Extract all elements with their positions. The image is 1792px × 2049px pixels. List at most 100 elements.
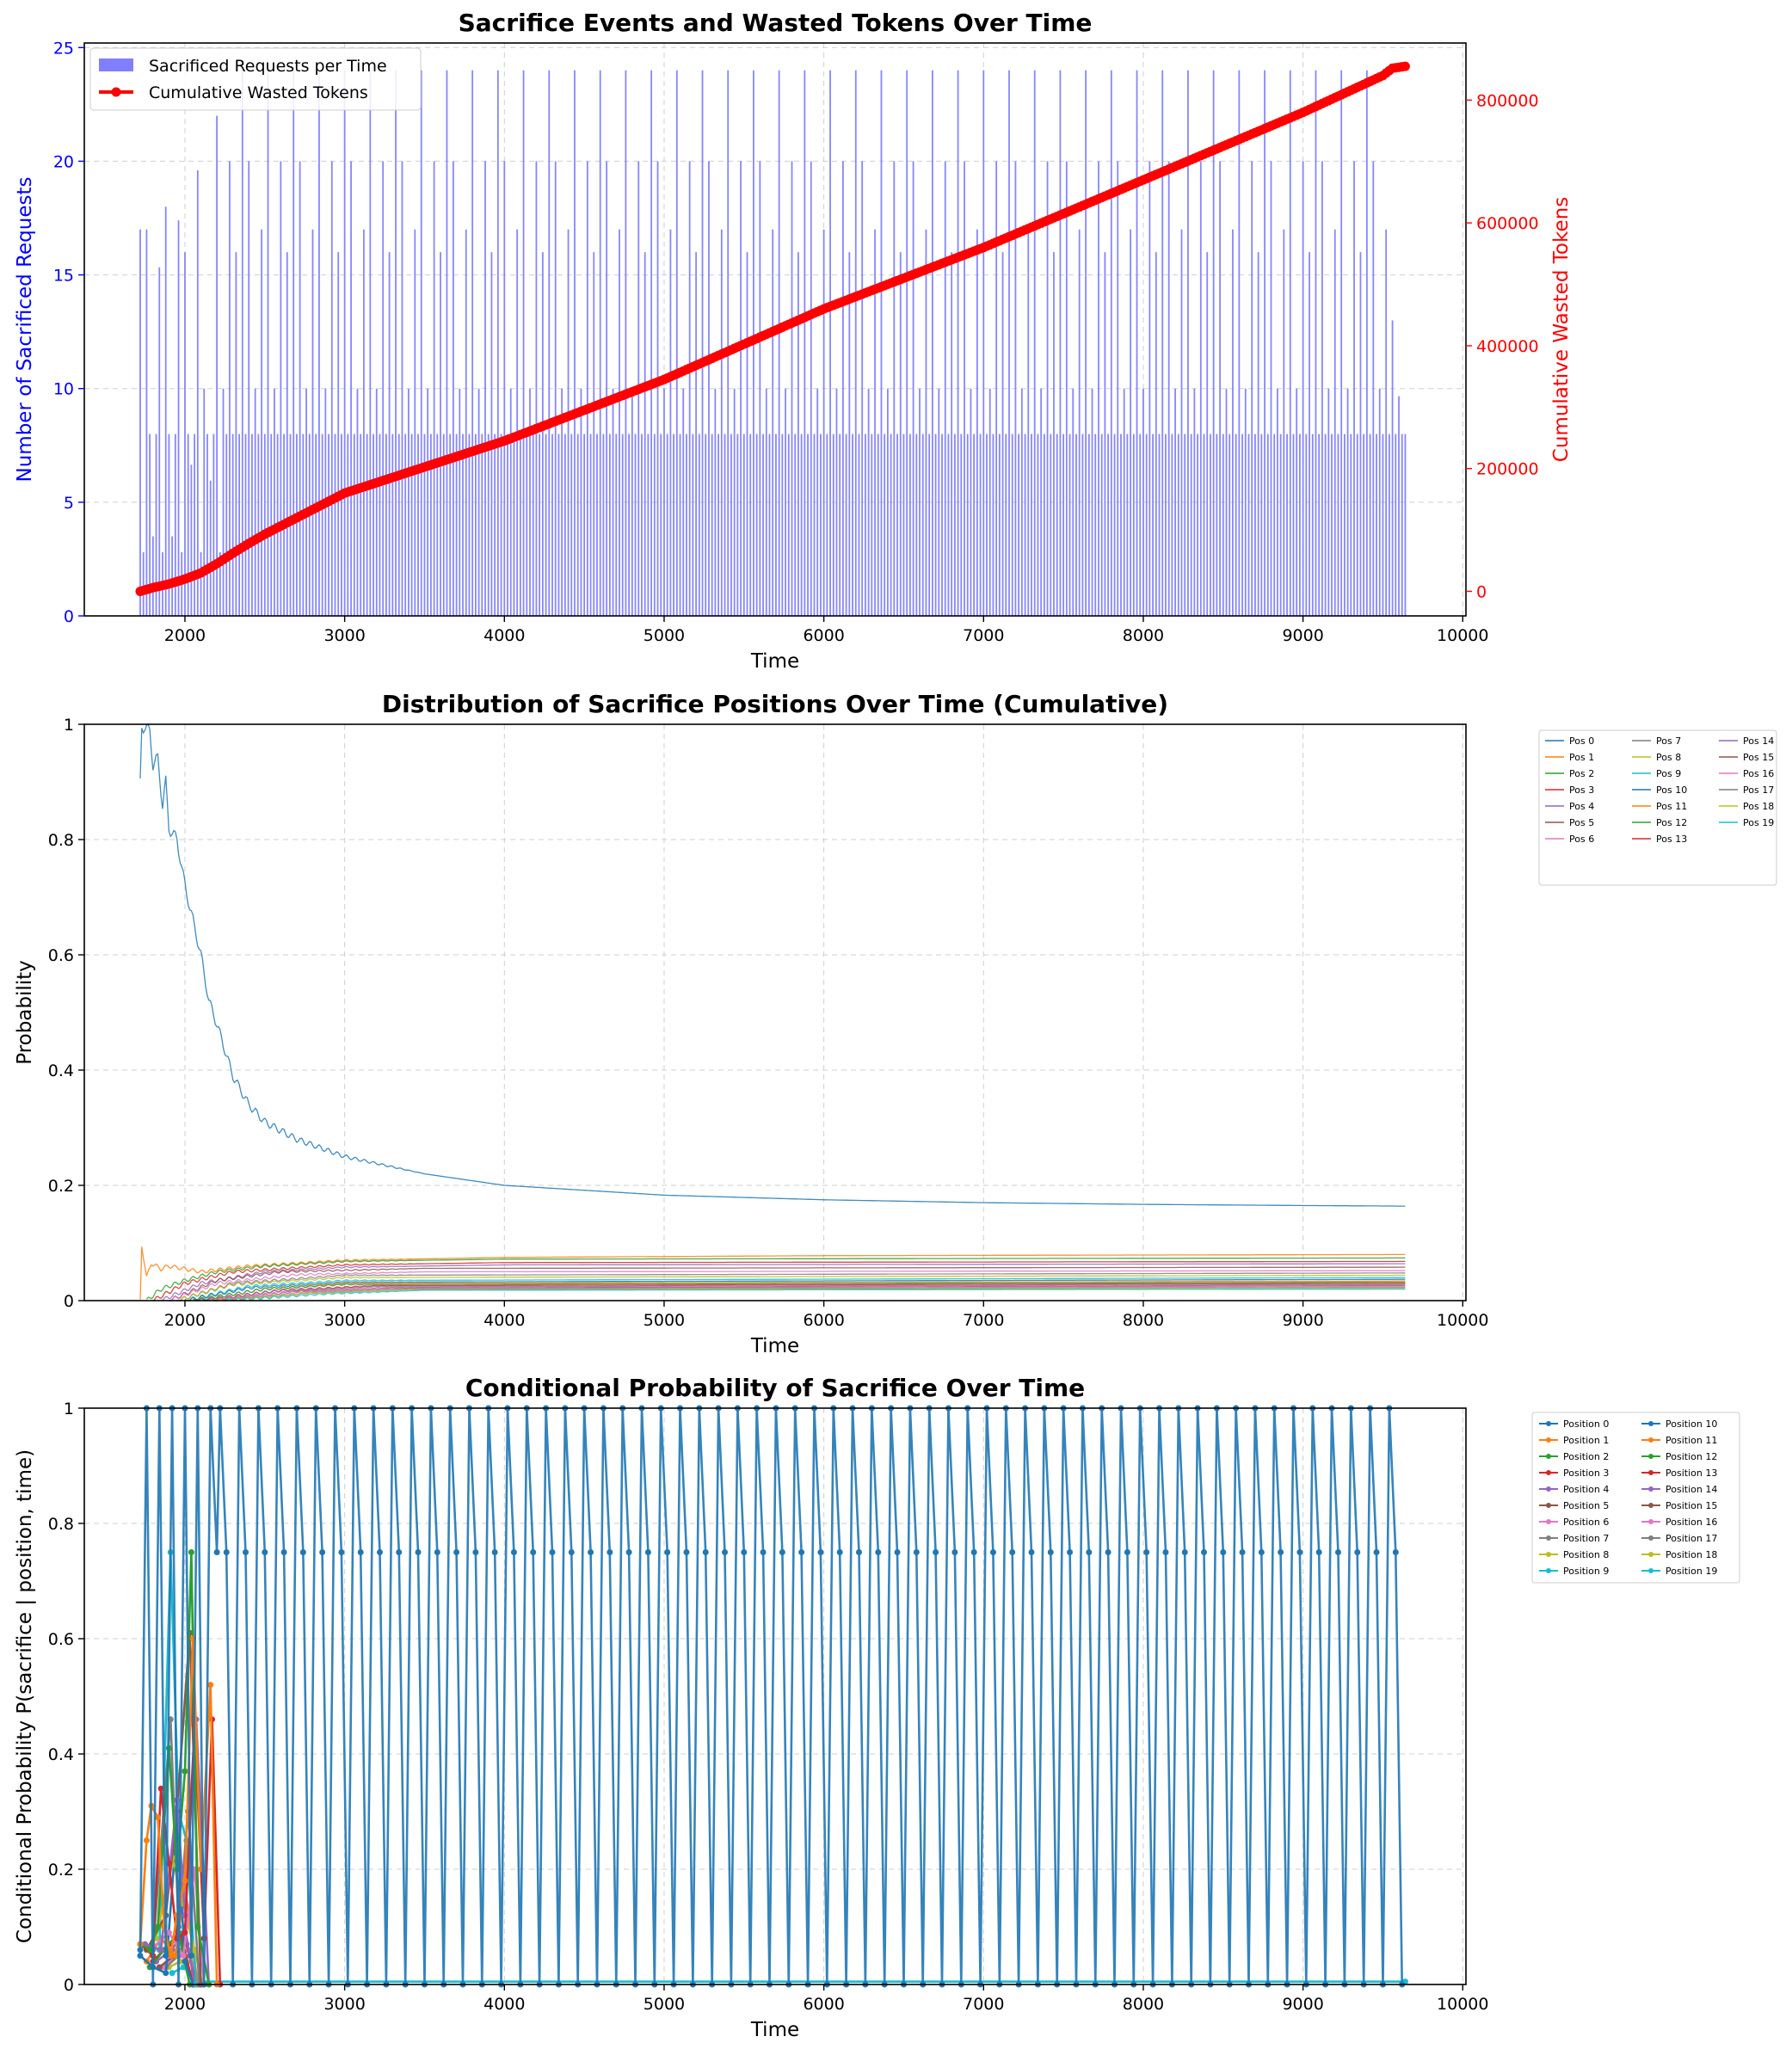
- series-point: [357, 1549, 364, 1555]
- bar: [765, 388, 767, 616]
- grid: [84, 723, 1466, 1301]
- bar: [529, 388, 531, 616]
- series-point: [625, 1549, 632, 1555]
- series-point: [137, 1947, 144, 1954]
- legend-swatch-marker: [1648, 1519, 1653, 1524]
- legend-label: Position 4: [1563, 1484, 1609, 1495]
- bar: [503, 161, 506, 616]
- series-point: [194, 1923, 201, 1930]
- bar: [187, 434, 189, 616]
- bar: [835, 388, 838, 616]
- bar: [452, 161, 454, 616]
- series-point: [741, 1549, 748, 1555]
- bar: [334, 434, 336, 616]
- bar: [1094, 434, 1097, 616]
- bar: [928, 434, 931, 616]
- series-point: [989, 1549, 996, 1555]
- y2-tick-label: 600000: [1476, 214, 1539, 233]
- series-point: [415, 1549, 422, 1555]
- series-point: [319, 1549, 326, 1555]
- legend-label: Pos 4: [1569, 801, 1594, 812]
- bar: [656, 161, 659, 616]
- bar: [350, 161, 352, 616]
- x-tick-label: 10000: [1437, 1311, 1488, 1330]
- series-point: [338, 1549, 345, 1555]
- bar: [465, 229, 467, 616]
- y-tick-label: 0.4: [48, 1745, 74, 1764]
- bar: [164, 206, 167, 617]
- bar: [366, 434, 368, 616]
- series-point: [223, 1549, 230, 1555]
- x-tick-label: 4000: [483, 626, 525, 645]
- legend-label: Position 18: [1666, 1549, 1717, 1560]
- bar: [194, 434, 196, 616]
- bar: [1273, 434, 1276, 616]
- bar: [356, 388, 359, 616]
- bar: [1404, 434, 1407, 616]
- series-point: [644, 1549, 651, 1555]
- bar: [966, 434, 969, 616]
- bar: [1104, 252, 1106, 616]
- y-tick-label: 0.8: [48, 1515, 74, 1534]
- bar: [832, 434, 834, 616]
- bar: [606, 161, 608, 616]
- series-line-pos-8: [176, 1274, 1406, 1301]
- bar: [1343, 434, 1346, 616]
- y-tick-label: 25: [53, 39, 74, 58]
- bar: [145, 229, 148, 616]
- series-point: [146, 1947, 153, 1954]
- bar: [998, 434, 1001, 616]
- legend-label: Pos 15: [1743, 752, 1774, 763]
- bar: [1197, 434, 1198, 616]
- legend-label: Position 15: [1666, 1500, 1717, 1511]
- bar: [785, 388, 786, 616]
- bar: [1130, 229, 1132, 616]
- bar: [839, 434, 841, 616]
- bar: [1395, 434, 1397, 616]
- series-point: [280, 1549, 287, 1555]
- bar: [305, 388, 307, 616]
- bar: [695, 252, 697, 616]
- series-line-pos-7: [176, 1272, 1406, 1301]
- x-tick-label: 3000: [323, 626, 365, 645]
- bar: [261, 229, 262, 616]
- bar: [1062, 434, 1065, 616]
- bar: [947, 434, 950, 616]
- series-point: [549, 1549, 556, 1555]
- bar: [557, 434, 560, 616]
- bar: [1266, 434, 1269, 616]
- y2-tick-label: 0: [1476, 582, 1487, 601]
- bar: [330, 161, 333, 616]
- bar: [1385, 229, 1388, 616]
- bar: [736, 434, 739, 616]
- bar: [1340, 70, 1343, 616]
- bar: [1174, 388, 1176, 616]
- bar: [1337, 434, 1339, 616]
- bar: [720, 229, 723, 616]
- bar: [231, 434, 234, 616]
- bar: [487, 434, 490, 616]
- bar: [576, 434, 579, 616]
- bar: [427, 388, 429, 616]
- series-point: [182, 1958, 188, 1965]
- legend-swatch-marker: [1648, 1437, 1653, 1443]
- bar: [854, 70, 857, 616]
- bar: [1087, 434, 1090, 616]
- bar: [650, 70, 653, 616]
- bar: [391, 434, 394, 616]
- series-line-pos-4: [161, 1263, 1406, 1301]
- bar: [813, 434, 816, 616]
- bar: [481, 434, 483, 616]
- bar: [778, 70, 780, 616]
- bar: [759, 161, 761, 616]
- series-point: [491, 1549, 498, 1555]
- bar: [1315, 70, 1317, 616]
- bar: [1056, 434, 1058, 616]
- legend-swatch-marker: [1648, 1535, 1653, 1541]
- bar: [829, 70, 831, 616]
- bar: [1098, 161, 1099, 616]
- legend-swatch-marker: [1546, 1454, 1551, 1459]
- bar: [1011, 434, 1013, 616]
- bar: [563, 434, 566, 616]
- y2-tick-label: 800000: [1476, 91, 1539, 110]
